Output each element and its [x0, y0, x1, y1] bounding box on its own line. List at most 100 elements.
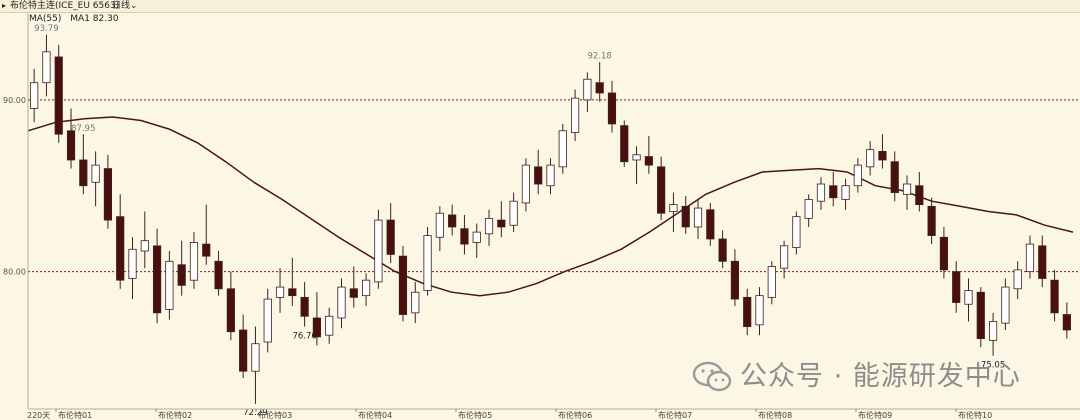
candle-body [976, 291, 985, 339]
candle [915, 172, 924, 212]
candle [546, 158, 555, 195]
candle [706, 202, 715, 246]
price-annotation: 72.29 [243, 408, 267, 418]
x-tick-label: 布伦特04 [358, 410, 392, 420]
x-tick-label: 布伦特09 [858, 410, 892, 420]
candle-body [79, 159, 88, 187]
candle-body [595, 82, 604, 94]
period-selector[interactable]: 日线⌄ [112, 0, 138, 12]
candle [435, 206, 444, 251]
candle [866, 141, 875, 176]
candle-body [91, 164, 100, 183]
candle-body [841, 185, 850, 200]
candle [103, 154, 112, 229]
expand-icon[interactable]: ▸ [2, 1, 7, 10]
candle-body [620, 125, 629, 163]
candle [853, 158, 862, 193]
x-tick-label: 布伦特01 [58, 410, 92, 420]
candle [571, 89, 580, 142]
candle-body [386, 219, 395, 255]
period-count-label: 220天 [27, 411, 50, 420]
candle-body [927, 205, 936, 236]
candle-body [829, 185, 838, 199]
candle-body [460, 228, 469, 245]
candle [632, 146, 641, 185]
candle-body [509, 200, 518, 226]
watermark-text: 公众号 · 能源研发中心 [740, 361, 1021, 392]
candle-body [878, 150, 887, 161]
candle [583, 72, 592, 112]
candle [841, 178, 850, 210]
x-tick-label: 布伦特08 [758, 410, 792, 420]
candle-body [202, 243, 211, 257]
candle [755, 287, 764, 336]
candle-body [140, 240, 149, 252]
candle [620, 120, 629, 167]
candle-body [1001, 286, 1010, 324]
candle [952, 261, 961, 313]
candle [1025, 235, 1035, 279]
candle [484, 209, 494, 246]
candle [939, 226, 948, 279]
candle [460, 214, 469, 255]
candle-body [706, 209, 715, 240]
candle [767, 261, 776, 305]
candle-body [1050, 279, 1059, 314]
candle-body [866, 149, 875, 168]
candle [54, 44, 63, 143]
price-annotation: 92.18 [588, 51, 612, 61]
chevron-down-icon: ⌄ [130, 1, 138, 11]
candle-body [657, 166, 666, 214]
candle [730, 249, 739, 306]
candle [558, 123, 567, 174]
candle [189, 232, 199, 289]
candle-body [189, 242, 199, 281]
ma-legend: MA(55) MA1 82.30 [29, 13, 125, 25]
candle-body [546, 164, 555, 187]
candle-body [251, 343, 260, 372]
candle [964, 278, 973, 322]
candle [152, 228, 162, 324]
candle [534, 149, 543, 195]
price-annotation: 75.05 [981, 361, 1005, 371]
candle [780, 240, 789, 279]
ma-period-label: MA(55) [29, 14, 62, 24]
candle-body [571, 97, 580, 133]
candle [251, 326, 260, 404]
candles-layer [30, 34, 1071, 404]
candle [902, 175, 912, 210]
candle-body [497, 219, 506, 228]
period-label: 日线 [112, 1, 131, 11]
candle [1001, 278, 1010, 330]
candle-body [349, 288, 358, 298]
chart-header: ▸ 布伦特主连(ICE_EU 6563) 日线⌄ [0, 0, 1080, 13]
candle-body [534, 166, 543, 185]
price-annotations: 93.79 92.18 87.95 76.76 75.05 72.29 [34, 24, 1005, 418]
candle-body [1013, 269, 1022, 290]
candle-body [435, 212, 444, 238]
candle-body [1025, 243, 1035, 273]
candle-body [890, 161, 899, 194]
x-tick-label: 布伦特06 [558, 410, 592, 420]
axes-layer: 80.00 90.00 220天 布伦特01 布伦特02 布伦特03 布伦特04 布伦特05 布… [3, 12, 1080, 420]
price-annotation: 76.76 [292, 331, 316, 341]
x-tick-label: 布伦特07 [658, 410, 692, 420]
candle-body [693, 207, 703, 228]
candle-body [632, 154, 641, 161]
candle-body [902, 183, 912, 195]
candle-body [42, 51, 51, 84]
candle [890, 151, 899, 202]
candle-body [669, 204, 678, 212]
candle-body [743, 296, 752, 327]
candle-body [558, 130, 567, 168]
candle-body [718, 238, 727, 262]
candle [657, 156, 666, 221]
x-tick-label: 布伦特05 [458, 410, 492, 420]
candle-body [398, 255, 408, 315]
instrument-title[interactable]: 布伦特主连(ICE_EU 6563) [10, 1, 120, 11]
candle-body [177, 264, 186, 286]
candle-body [915, 185, 924, 206]
candle [116, 194, 125, 289]
candle-body [472, 231, 481, 243]
candle-body [767, 266, 776, 298]
